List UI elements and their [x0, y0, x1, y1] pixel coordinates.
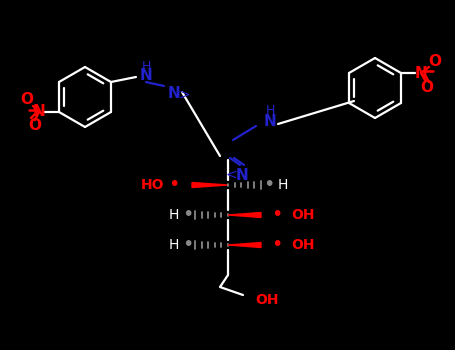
- Text: <: <: [225, 168, 237, 182]
- Text: >: >: [178, 88, 190, 102]
- Text: OH: OH: [255, 293, 278, 307]
- Text: N: N: [263, 113, 276, 128]
- Text: N: N: [236, 168, 248, 182]
- Text: N: N: [415, 65, 427, 80]
- Text: OH: OH: [291, 208, 314, 222]
- Text: H: H: [142, 60, 151, 72]
- Text: O: O: [20, 92, 34, 107]
- Text: N: N: [140, 69, 152, 84]
- Text: •: •: [182, 205, 194, 224]
- Text: •: •: [182, 236, 194, 254]
- Text: •: •: [263, 175, 275, 195]
- Text: H: H: [265, 105, 275, 118]
- Text: O: O: [429, 54, 441, 69]
- Text: OH: OH: [291, 238, 314, 252]
- Text: H: H: [169, 208, 179, 222]
- Text: HO: HO: [141, 178, 164, 192]
- Text: O: O: [420, 79, 434, 94]
- Text: •: •: [168, 175, 180, 195]
- Text: N: N: [167, 86, 180, 102]
- Polygon shape: [192, 182, 228, 188]
- Polygon shape: [228, 243, 261, 247]
- Text: •: •: [271, 205, 283, 224]
- Text: H: H: [278, 178, 288, 192]
- Text: O: O: [29, 119, 41, 133]
- Text: N: N: [33, 105, 46, 119]
- Text: H: H: [169, 238, 179, 252]
- Text: •: •: [271, 236, 283, 254]
- Polygon shape: [228, 212, 261, 217]
